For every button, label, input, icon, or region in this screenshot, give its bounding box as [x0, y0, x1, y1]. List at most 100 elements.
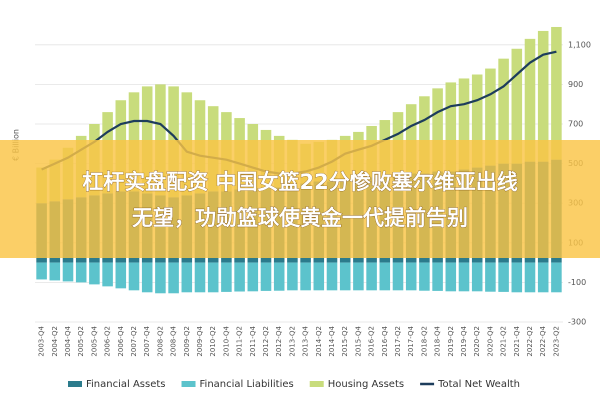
x-tick-label: 2014-Q4: [328, 325, 336, 356]
bar: [36, 262, 47, 280]
legend-label: Housing Assets: [328, 379, 404, 390]
bar: [524, 262, 536, 293]
x-tick-label: 2017-Q2: [394, 326, 402, 357]
bar: [379, 262, 391, 291]
bar: [155, 262, 166, 294]
x-tick-label: 2017-Q4: [407, 325, 415, 356]
banner: [0, 140, 600, 258]
bar: [432, 262, 443, 291]
bar: [445, 82, 457, 172]
x-tick-label: 2005-Q4: [90, 325, 98, 356]
bar: [273, 262, 285, 291]
y-tick-label: 700: [568, 120, 583, 129]
x-tick-label: 2006-Q2: [104, 326, 112, 357]
bar: [141, 86, 153, 194]
x-tick-label: 2021-Q4: [513, 325, 521, 356]
banner-text: 杠杆实盘配资 中国女篮22分惨败塞尔维亚出线: [82, 170, 518, 194]
bar: [366, 262, 377, 291]
y-tick-label: -100: [568, 278, 586, 287]
x-tick-label: 2013-Q2: [288, 326, 296, 357]
banner-text: 无望，功勋篮球使黄金一代提前告别: [132, 206, 468, 230]
bar: [392, 262, 404, 291]
bar: [498, 58, 509, 164]
legend-swatch: [181, 381, 196, 387]
y-tick-label: 900: [568, 80, 583, 89]
bar: [194, 262, 206, 293]
bar: [49, 262, 61, 281]
bar: [62, 262, 74, 282]
bar: [498, 262, 509, 292]
bar: [260, 262, 272, 291]
bar: [419, 262, 430, 291]
bar: [419, 96, 430, 174]
legend-label: Total Net Wealth: [437, 379, 520, 390]
bar: [339, 262, 351, 291]
legend-swatch: [309, 381, 324, 387]
bar: [221, 262, 232, 292]
x-tick-label: 2023-Q2: [552, 326, 560, 357]
bar: [537, 30, 549, 162]
y-tick-label: 1,100: [568, 40, 591, 49]
x-tick-label: 2009-Q2: [183, 326, 191, 357]
x-tick-label: 2010-Q2: [209, 326, 217, 357]
bar: [155, 84, 166, 196]
bar: [485, 262, 496, 292]
legend-swatch: [68, 381, 82, 387]
bar: [247, 262, 259, 292]
bar: [551, 26, 562, 160]
x-tick-label: 2008-Q2: [156, 326, 164, 357]
bar: [207, 262, 219, 293]
bar: [141, 262, 153, 293]
x-tick-label: 2021-Q2: [500, 326, 508, 357]
x-tick-label: 2004-Q4: [64, 325, 72, 356]
bar: [524, 38, 536, 162]
bar: [511, 262, 523, 293]
bar: [485, 68, 496, 166]
x-tick-label: 2020-Q4: [486, 325, 494, 356]
x-tick-label: 2018-Q4: [434, 325, 442, 356]
bar: [168, 262, 179, 294]
x-tick-label: 2003-Q4: [38, 325, 46, 356]
bar: [89, 262, 100, 285]
x-tick-label: 2020-Q2: [473, 326, 481, 357]
bar: [128, 262, 140, 291]
x-tick-label: 2007-Q4: [143, 325, 151, 356]
bar: [102, 262, 113, 287]
bar: [471, 74, 483, 168]
x-tick-label: 2007-Q2: [130, 326, 138, 357]
bar: [326, 262, 338, 291]
bar: [471, 262, 483, 292]
bar: [537, 262, 549, 293]
y-tick-label: -300: [568, 318, 586, 327]
bar: [458, 262, 470, 292]
x-tick-label: 2006-Q4: [117, 325, 125, 356]
x-tick-label: 2012-Q4: [275, 325, 283, 356]
x-tick-label: 2011-Q2: [236, 326, 244, 357]
bar: [551, 262, 562, 293]
bar: [511, 48, 523, 164]
x-tick-label: 2018-Q2: [420, 326, 428, 357]
x-tick-label: 2022-Q4: [539, 325, 547, 356]
x-tick-label: 2012-Q2: [262, 326, 270, 357]
bar: [445, 262, 457, 292]
bar: [287, 262, 298, 291]
bar: [405, 104, 417, 174]
bar: [458, 78, 470, 170]
x-tick-label: 2019-Q4: [460, 325, 468, 356]
legend-label: Financial Assets: [86, 379, 166, 390]
bar: [353, 262, 364, 291]
bar: [432, 88, 443, 172]
bar: [300, 262, 311, 291]
x-tick-label: 2016-Q2: [368, 326, 376, 357]
x-tick-label: 2016-Q4: [381, 325, 389, 356]
bar: [405, 262, 417, 291]
bar: [75, 262, 87, 283]
bar: [115, 262, 127, 289]
legend-label: Financial Liabilities: [200, 379, 294, 390]
x-tick-label: 2019-Q2: [447, 326, 455, 357]
x-tick-label: 2022-Q2: [526, 326, 534, 357]
bar: [234, 262, 245, 292]
x-tick-label: 2015-Q2: [341, 326, 349, 357]
x-tick-label: 2004-Q2: [51, 326, 59, 357]
